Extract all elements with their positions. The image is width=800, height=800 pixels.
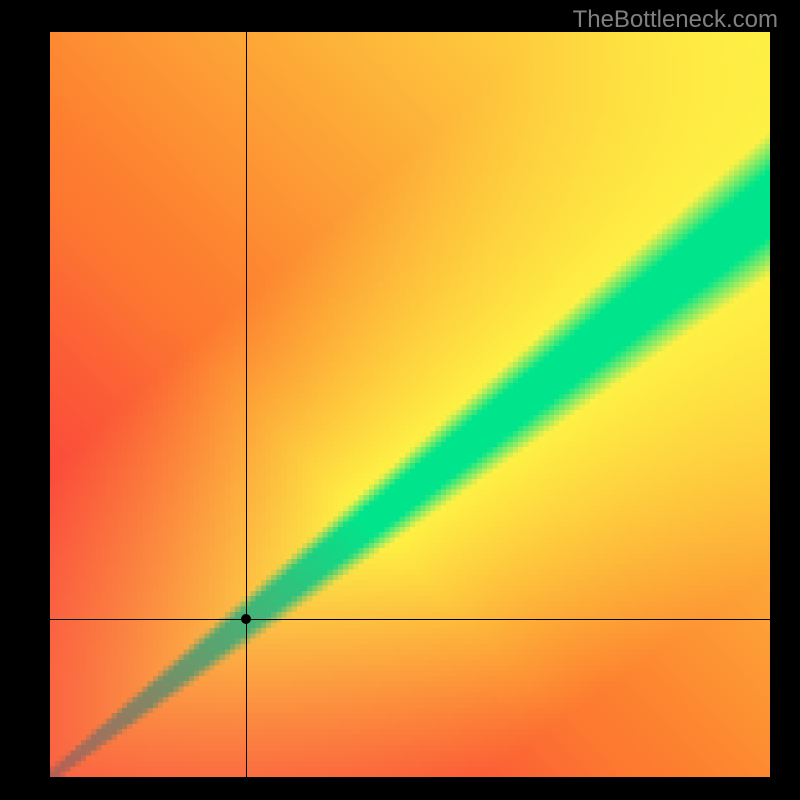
- crosshair-vertical: [246, 32, 247, 777]
- heatmap-canvas: [50, 32, 770, 777]
- heatmap-plot: [50, 32, 770, 777]
- crosshair-marker: [241, 614, 251, 624]
- watermark-text: TheBottleneck.com: [573, 6, 778, 34]
- crosshair-horizontal: [50, 619, 770, 620]
